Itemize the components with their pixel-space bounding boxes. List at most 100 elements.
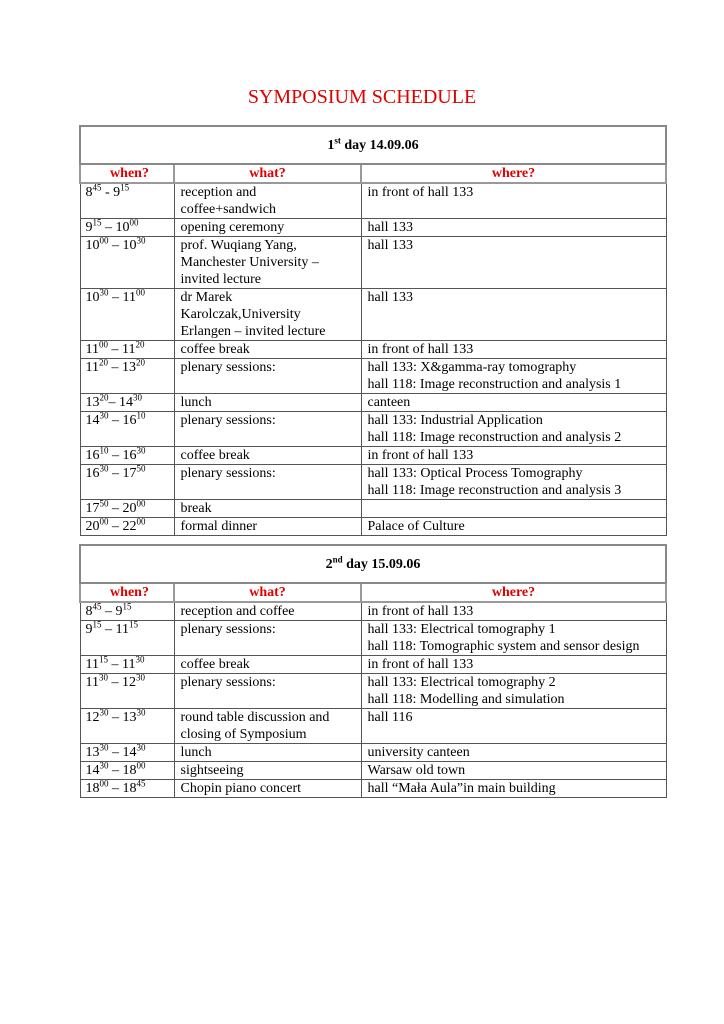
where-line: hall 133: X&gamma-ray tomography	[367, 360, 577, 375]
where-cell: in front of hall 133	[360, 182, 667, 219]
where-line: Warsaw old town	[367, 763, 466, 778]
start-minute: 50	[99, 498, 109, 509]
what-cell: plenary sessions:	[173, 673, 362, 709]
start-hour: 13	[85, 395, 100, 410]
where-cell: canteen	[360, 393, 667, 412]
end-minute: 30	[135, 672, 145, 683]
what-cell: reception and coffee	[173, 601, 362, 621]
start-hour: 11	[85, 675, 99, 690]
start-hour: 11	[85, 342, 99, 357]
day-suffix: nd	[332, 553, 343, 564]
what-line: dr Marek	[180, 290, 233, 305]
what-line: Chopin piano concert	[180, 781, 302, 796]
end-hour: 17	[122, 466, 137, 481]
what-line: reception and coffee	[180, 604, 295, 619]
where-line: hall “Mała Aula”in main building	[367, 781, 556, 796]
where-line: in front of hall 133	[367, 448, 474, 463]
where-line: university canteen	[367, 745, 470, 760]
end-minute: 00	[136, 516, 146, 527]
what-cell: break	[173, 499, 362, 518]
where-line: hall 133: Electrical tomography 2	[367, 675, 556, 690]
what-line: plenary sessions:	[180, 675, 276, 690]
table-row: 1000 – 1030 prof. Wuqiang Yang, Mancheste…	[79, 235, 667, 289]
time-separator: –	[108, 519, 123, 534]
end-hour: 18	[122, 781, 137, 796]
what-line: plenary sessions:	[180, 622, 276, 637]
time-separator: –	[107, 657, 122, 672]
time-separator: –	[108, 466, 123, 481]
start-hour: 9	[85, 220, 93, 235]
what-line: opening ceremony	[180, 220, 285, 235]
time-cell: 845 - 915	[79, 182, 175, 219]
end-hour: 18	[122, 763, 137, 778]
start-minute: 30	[99, 707, 109, 718]
where-cell: hall 133	[360, 288, 667, 341]
where-line: hall 118: Image reconstruction and analy…	[367, 377, 622, 392]
what-line: round table discussion and	[180, 710, 330, 725]
time-separator: –	[108, 710, 123, 725]
schedule-table-day-2: 2nd day 15.09.06 when? what? where? 845 – 9…	[79, 544, 667, 798]
end-minute: 10	[136, 410, 146, 421]
what-line: formal dinner	[180, 519, 258, 534]
where-line: hall 118: Image reconstruction and analy…	[367, 483, 622, 498]
what-cell: opening ceremony	[173, 218, 362, 237]
what-line: lunch	[180, 745, 212, 760]
time-cell: 1610 – 1630	[79, 445, 175, 465]
end-minute: 15	[128, 619, 138, 630]
start-minute: 45	[92, 182, 102, 193]
where-line: hall 133: Optical Process Tomography	[367, 466, 583, 481]
where-line: in front of hall 133	[367, 657, 474, 672]
time-cell: 915 – 1000	[79, 218, 175, 237]
where-cell: hall 133: Electrical tomography 1 hall 11…	[360, 620, 667, 656]
time-separator: –	[108, 745, 123, 760]
table-row: 845 – 915 reception and coffee in front …	[79, 601, 667, 621]
start-minute: 20	[98, 357, 108, 368]
what-line: coffee break	[180, 342, 250, 357]
where-line: hall 133: Industrial Application	[367, 413, 543, 428]
what-line: coffee break	[180, 448, 250, 463]
day-number: 2	[325, 556, 333, 572]
table-row: 1130 – 1230 plenary sessions: hall 133: …	[79, 672, 667, 709]
time-cell: 2000 – 2200	[79, 516, 175, 536]
where-cell: in front of hall 133	[360, 340, 667, 359]
table-row: 1610 – 1630 coffee break in front of hal…	[79, 445, 667, 465]
start-hour: 8	[85, 185, 93, 200]
table-row: 1430 – 1610 plenary sessions: hall 133: …	[79, 410, 667, 447]
start-minute: 20	[99, 392, 109, 403]
start-minute: 00	[99, 516, 109, 527]
end-minute: 30	[136, 707, 146, 718]
start-hour: 12	[85, 710, 100, 725]
where-line: Palace of Culture	[367, 519, 465, 534]
end-hour: 20	[122, 501, 137, 516]
header-where: where?	[360, 582, 667, 603]
end-hour: 14	[122, 745, 137, 760]
day-date: day 14.09.06	[340, 137, 419, 153]
header-what: what?	[173, 582, 362, 603]
time-separator: –	[108, 501, 123, 516]
start-minute: 10	[99, 445, 109, 456]
time-separator: –	[108, 763, 123, 778]
table-row: 2000 – 2200 formal dinner Palace of Cult…	[79, 516, 667, 536]
start-hour: 8	[85, 604, 93, 619]
start-hour: 20	[85, 519, 100, 534]
table-row: 1120 – 1320 plenary sessions: hall 133: …	[79, 357, 667, 394]
end-minute: 30	[136, 445, 146, 456]
where-line: hall 118: Tomographic system and sensor …	[367, 639, 640, 654]
table-row: 1115 – 1130 coffee break in front of hal…	[79, 655, 667, 674]
time-cell: 1120 – 1320	[79, 357, 175, 394]
end-minute: 30	[136, 235, 146, 246]
what-line: lunch	[180, 395, 212, 410]
where-line	[368, 500, 660, 517]
start-hour: 16	[85, 448, 100, 463]
what-line: coffee+sandwich	[180, 202, 276, 217]
start-hour: 13	[85, 745, 100, 760]
start-minute: 15	[92, 619, 102, 630]
time-separator: –	[107, 360, 122, 375]
end-minute: 50	[136, 463, 146, 474]
end-hour: 16	[122, 448, 137, 463]
start-minute: 30	[98, 672, 108, 683]
end-hour: 10	[122, 238, 137, 253]
end-hour: 11	[122, 290, 136, 305]
table-row: 1030 – 1100 dr Marek Karolczak,University…	[79, 288, 667, 341]
start-minute: 30	[99, 410, 109, 421]
